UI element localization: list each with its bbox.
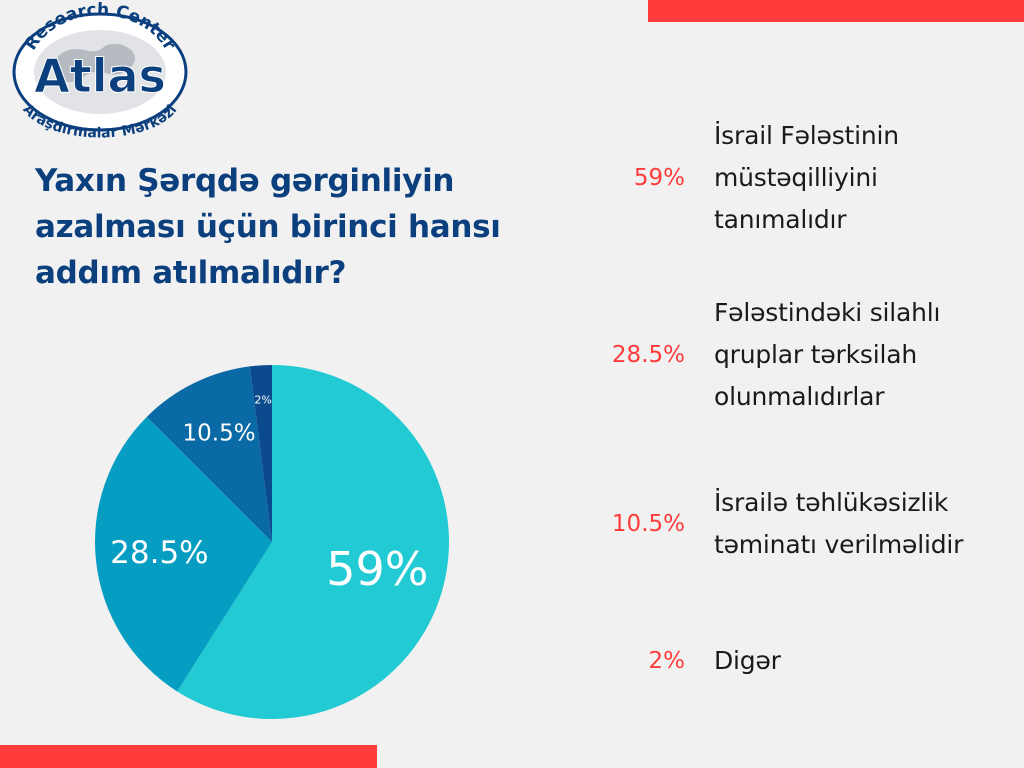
top-accent-bar xyxy=(648,0,1024,22)
legend-percent: 59% xyxy=(633,165,685,191)
legend-percent: 28.5% xyxy=(611,342,685,368)
pie-chart: 59% 28.5% 10.5% 2% xyxy=(95,365,449,719)
pie-slice-label-2: 28.5% xyxy=(110,535,208,571)
legend-label: İsrailə təhlükəsizlik təminatı verilməlid… xyxy=(714,488,964,559)
legend-label: Fələstindəki silahlı qruplar tərksilah olu… xyxy=(714,298,941,411)
pie-slice-3 xyxy=(146,366,272,542)
pie-slice-4 xyxy=(249,365,272,542)
pie-slice-label-1: 59% xyxy=(326,542,428,596)
pie-slice-1 xyxy=(177,365,449,719)
atlas-logo: Research Center Atlas Araşdırmalar Mərkə… xyxy=(12,2,188,140)
legend-percent: 10.5% xyxy=(611,511,685,537)
chart-title: Yaxın Şərqdə gərginliyin azalması üçün b… xyxy=(35,163,501,291)
pie-slice-label-4: 2% xyxy=(254,394,271,407)
pie-slice-2 xyxy=(95,416,272,692)
bottom-accent-bar xyxy=(0,745,377,768)
legend-percent: 2% xyxy=(648,648,686,674)
pie-slice-label-3: 10.5% xyxy=(183,420,256,446)
legend-label: İsrail Fələstinin müstəqilliyini tanımalıd… xyxy=(714,121,899,234)
legend-label: Digər xyxy=(714,646,781,675)
logo-name: Atlas xyxy=(34,49,166,103)
